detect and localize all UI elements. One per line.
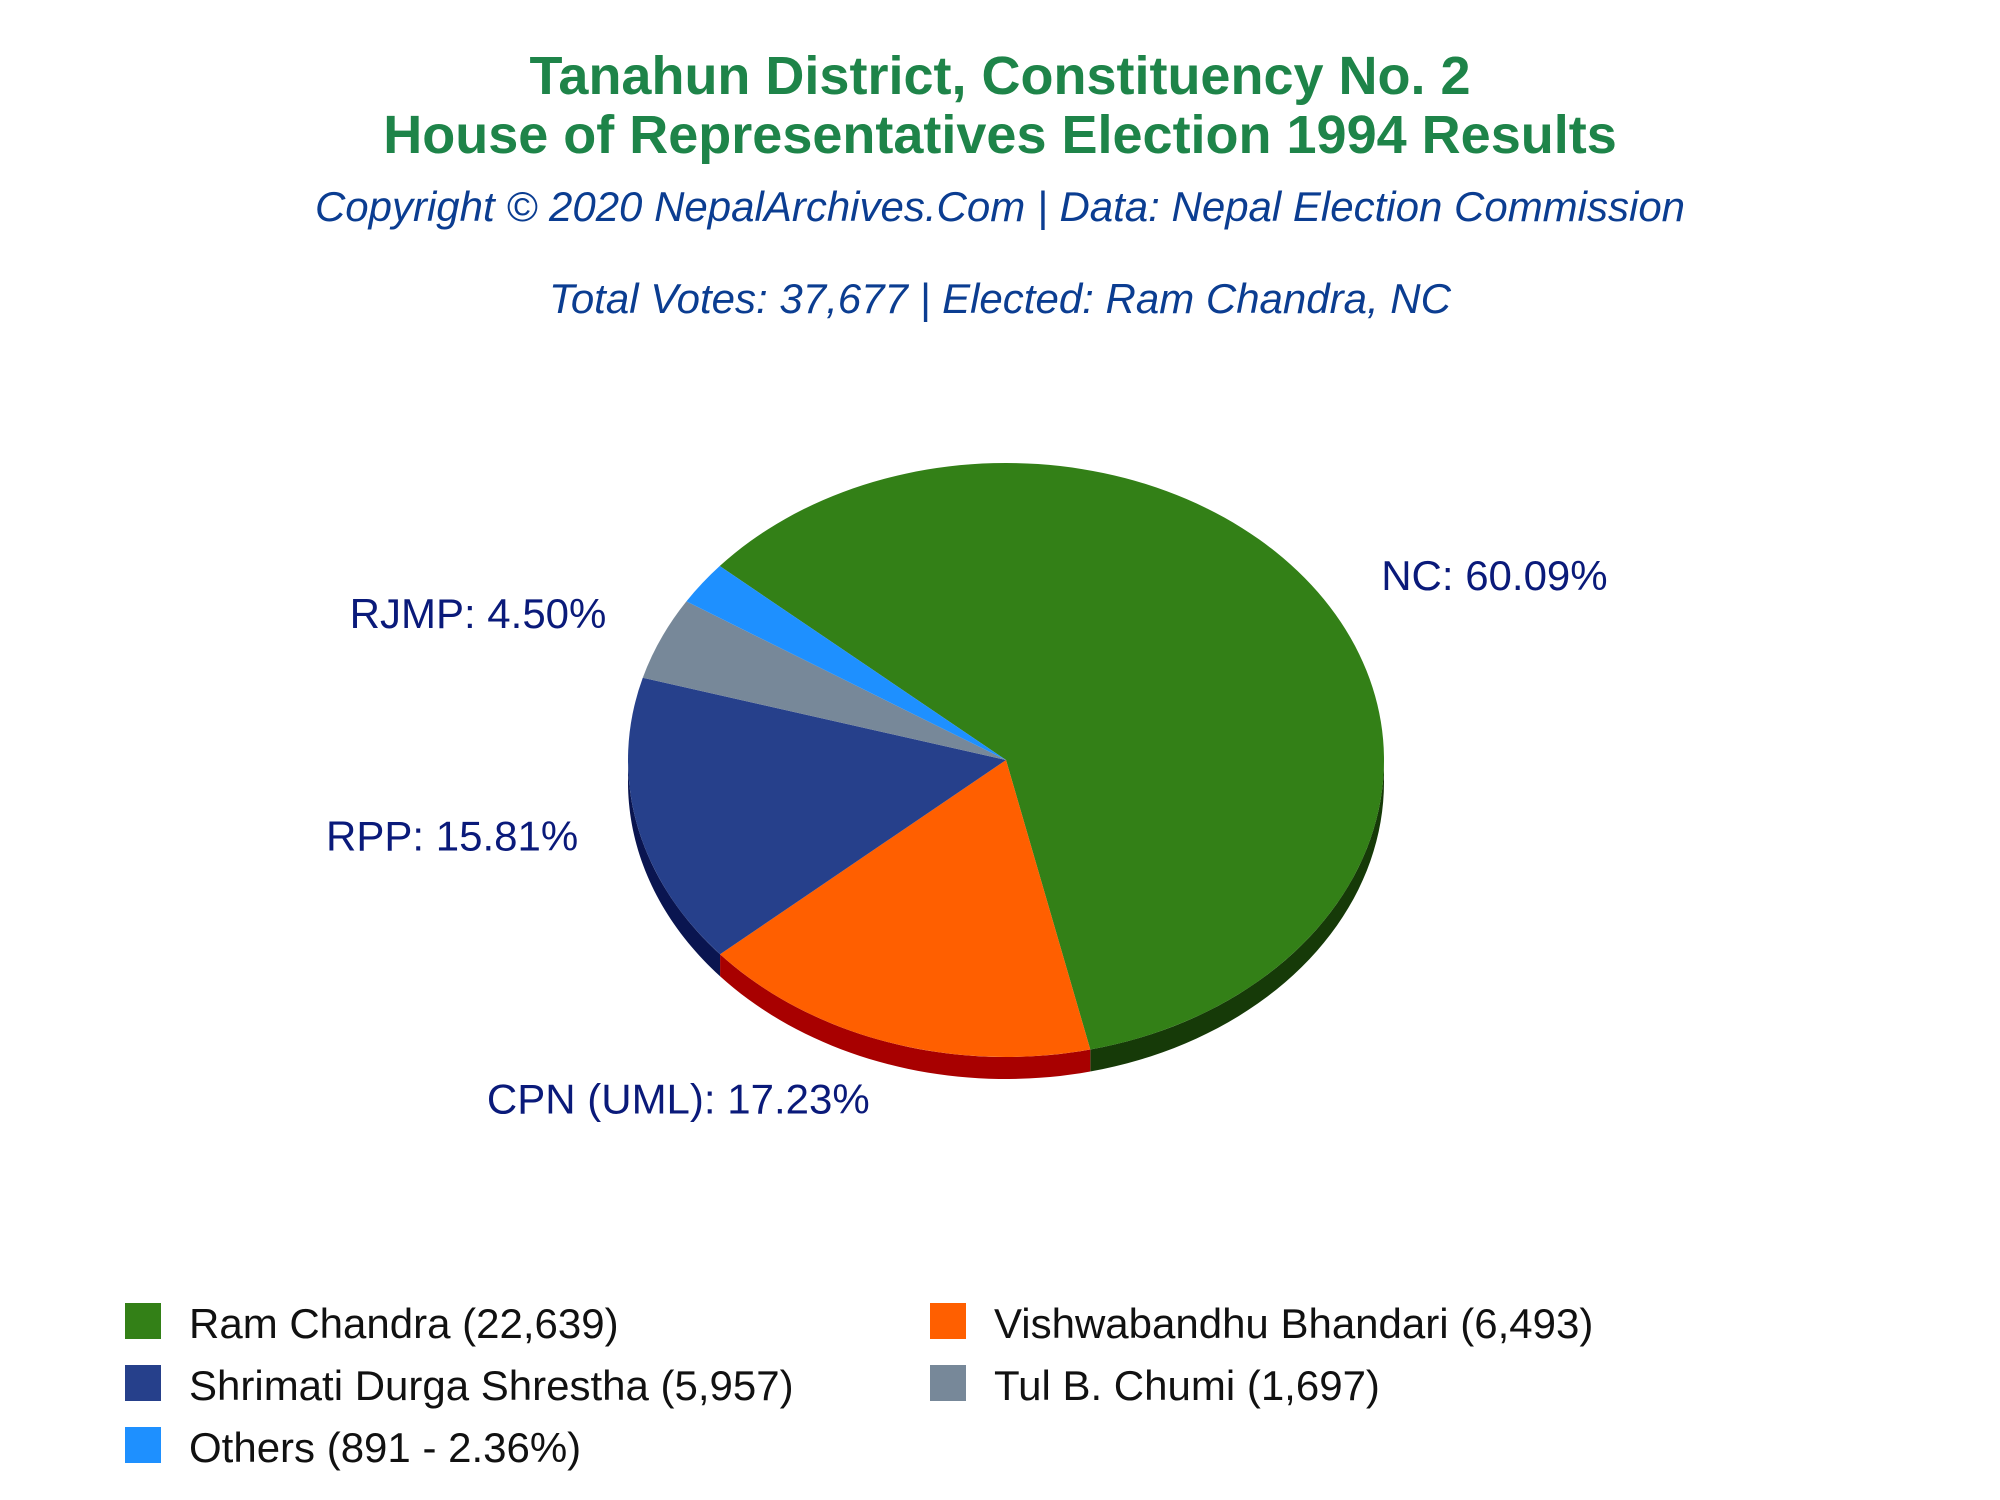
pie-slice-cpn-uml- bbox=[720, 760, 1091, 1057]
pie-side-rpp bbox=[628, 760, 721, 977]
pie-label-rpp: RPP: 15.81% bbox=[326, 813, 578, 860]
pie-labels: NC: 60.09% CPN (UML): 17.23% RPP: 15.81% RJ… bbox=[326, 552, 1608, 1123]
pie-slice-others bbox=[686, 566, 1006, 760]
pie-slices bbox=[628, 462, 1385, 1057]
legend-label-others: Others (891 - 2.36%) bbox=[189, 1424, 581, 1471]
legend-label-nc: Ram Chandra (22,639) bbox=[189, 1300, 619, 1347]
legend-swatch-rpp bbox=[125, 1365, 161, 1401]
legend: Ram Chandra (22,639) Vishwabandhu Bhandar… bbox=[125, 1300, 1593, 1471]
pie-depth bbox=[628, 760, 1384, 1079]
legend-label-cpn-uml-: Vishwabandhu Bhandari (6,493) bbox=[994, 1300, 1593, 1347]
pie-side-cpn-uml- bbox=[720, 954, 1091, 1079]
pie-slice-nc bbox=[719, 462, 1385, 1050]
chart-summary: Total Votes: 37,677 | Elected: Ram Chand… bbox=[549, 275, 1452, 323]
legend-label-rjmp: Tul B. Chumi (1,697) bbox=[994, 1362, 1380, 1409]
legend-label-rpp: Shrimati Durga Shrestha (5,957) bbox=[189, 1362, 794, 1409]
legend-swatch-others bbox=[125, 1427, 161, 1463]
legend-swatch-nc bbox=[125, 1303, 161, 1339]
pie-label-nc: NC: 60.09% bbox=[1381, 552, 1607, 599]
pie-label-rjmp: RJMP: 4.50% bbox=[350, 590, 607, 637]
pie-slice-rjmp bbox=[642, 601, 1006, 760]
legend-swatch-cpn-uml- bbox=[930, 1303, 966, 1339]
pie-slice-rpp bbox=[628, 677, 1006, 955]
chart-subtitle: Copyright © 2020 NepalArchives.Com | Dat… bbox=[315, 183, 1685, 231]
chart-title-line-1: Tanahun District, Constituency No. 2 bbox=[529, 46, 1470, 106]
chart-title-line-2: House of Representatives Election 1994 R… bbox=[383, 105, 1616, 165]
pie-label-cpn-uml-: CPN (UML): 17.23% bbox=[487, 1075, 870, 1122]
pie-side-nc bbox=[1090, 760, 1384, 1072]
legend-swatch-rjmp bbox=[930, 1365, 966, 1401]
